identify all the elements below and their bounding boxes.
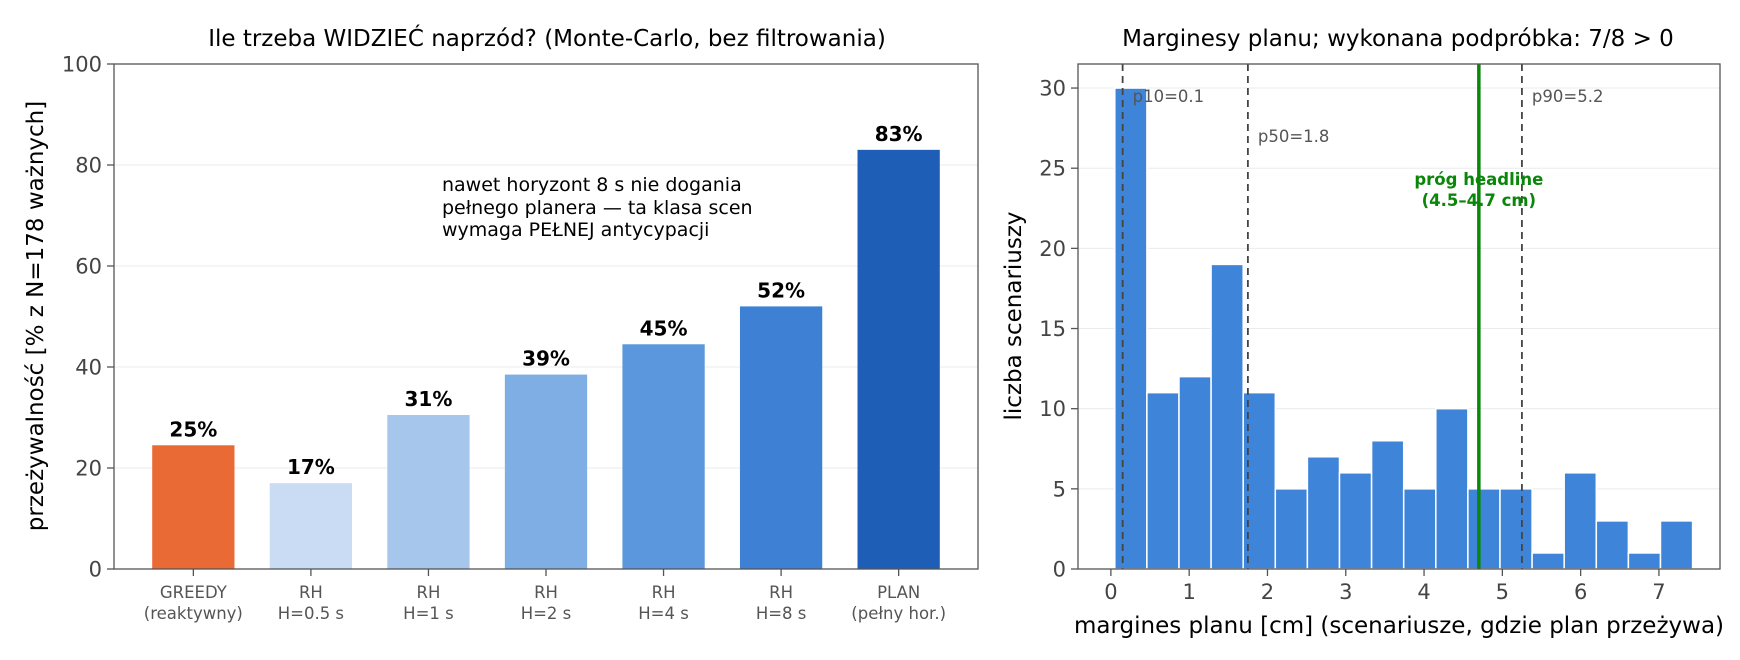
bar — [504, 374, 588, 569]
bar-y-tick-label: 80 — [75, 154, 102, 178]
hist-y-tick-label: 30 — [1039, 77, 1066, 101]
histogram-bar — [1402, 488, 1437, 570]
histogram-bar — [1274, 488, 1309, 570]
bar-chart-y-axis: 0 20 40 60 80 100 — [62, 53, 114, 582]
bar-value-label: 52% — [757, 278, 805, 302]
bar-category-label-line2: H=0.5 s — [278, 604, 344, 623]
bar — [269, 483, 353, 569]
bar-category-label-line1: PLAN — [877, 583, 920, 602]
hist-x-tick-label: 1 — [1182, 580, 1195, 604]
histogram-bar — [1114, 87, 1148, 570]
hist-x-tick-label: 6 — [1574, 580, 1587, 604]
bar-value-label: 39% — [522, 347, 570, 371]
hist-y-tick-label: 15 — [1039, 317, 1066, 341]
histogram-bar — [1563, 472, 1598, 570]
percentile-label: p50=1.8 — [1258, 127, 1330, 146]
bar — [622, 344, 705, 569]
bar-chart-frame — [113, 63, 979, 570]
bar-category-label-line1: RH — [769, 583, 793, 602]
bar-category-label-line2: H=8 s — [756, 604, 807, 623]
histogram-reference-lines: p10=0.1 p50=1.8 p90=5.2 próg headline (4.5–4… — [1121, 64, 1604, 569]
bar — [857, 149, 940, 569]
bar-y-tick-label: 40 — [75, 356, 102, 380]
bar-category-label-line1: RH — [299, 583, 323, 602]
bar-category-label-line1: GREEDY — [160, 583, 228, 602]
histogram-bar — [1210, 263, 1244, 570]
bar-category-label-line1: RH — [417, 583, 441, 602]
bar-category-label-line2: H=2 s — [521, 604, 572, 623]
hist-x-tick-label: 2 — [1261, 580, 1274, 604]
percentile-label: p10=0.1 — [1133, 87, 1205, 106]
hist-y-tick-label: 20 — [1039, 237, 1066, 261]
annotation-line-2: pełnego planera — ta klasa scen — [442, 197, 753, 219]
bar — [387, 414, 470, 569]
bar-chart-title: Ile trzeba WIDZIEĆ naprzód? (Monte-Carlo… — [208, 24, 886, 52]
bar-chart-y-label: przeżywalność [% z N=178 ważnych] — [23, 101, 49, 531]
histogram-bar — [1306, 456, 1341, 570]
histogram-x-label: margines planu [cm] (scenariusze, gdzie … — [1074, 613, 1724, 639]
histogram-panel: Marginesy planu; wykonana podpróbka: 7/8… — [1001, 26, 1724, 639]
annotation-line-3: wymaga PEŁNEJ antycypacji — [442, 219, 709, 241]
bar-category-label-line1: RH — [652, 583, 676, 602]
bar-category-label-line2: H=1 s — [403, 604, 454, 623]
bar-chart-panel: Ile trzeba WIDZIEĆ naprzód? (Monte-Carlo… — [23, 24, 979, 623]
hist-x-tick-label: 0 — [1104, 580, 1117, 604]
hist-x-tick-label: 7 — [1652, 580, 1665, 604]
percentile-label: p90=5.2 — [1532, 87, 1604, 106]
threshold-label-line1: próg headline — [1414, 170, 1543, 189]
bar-category-label-line1: RH — [534, 583, 558, 602]
histogram-bar — [1435, 407, 1469, 570]
hist-y-tick-label: 10 — [1039, 397, 1066, 421]
bar-chart-x-axis: GREEDY (reaktywny) RH H=0.5 s RH H=1 s RH H=2 s… — [144, 569, 946, 623]
bar-value-label: 83% — [875, 122, 923, 146]
hist-x-tick-label: 3 — [1339, 580, 1352, 604]
hist-y-tick-label: 5 — [1053, 477, 1066, 501]
bar-value-label: 17% — [287, 455, 335, 479]
bar — [152, 445, 235, 569]
bar-y-tick-label: 60 — [75, 255, 102, 279]
histogram-bar — [1499, 488, 1533, 570]
hist-y-tick-label: 25 — [1039, 157, 1066, 181]
bar-y-tick-label: 20 — [75, 457, 102, 481]
histogram-bar — [1178, 375, 1212, 570]
histogram-bar — [1146, 391, 1180, 570]
bar-y-tick-label: 100 — [62, 53, 102, 77]
histogram-x-axis: 0 1 2 3 4 5 6 7 — [1104, 569, 1666, 604]
histogram-frame — [1077, 63, 1721, 570]
histogram-bar — [1467, 488, 1501, 570]
histogram-y-label: liczba scenariuszy — [1001, 211, 1027, 420]
histogram-bar — [1595, 520, 1630, 570]
bar-value-label: 25% — [169, 417, 217, 441]
bar-value-label: 31% — [405, 387, 453, 411]
bar-y-tick-label: 0 — [89, 558, 102, 582]
annotation-line-1: nawet horyzont 8 s nie dogania — [442, 174, 742, 196]
histogram-bar — [1627, 552, 1662, 570]
bar — [739, 306, 823, 569]
histogram-title: Marginesy planu; wykonana podpróbka: 7/8… — [1122, 26, 1674, 52]
histogram-bar — [1370, 439, 1405, 570]
histogram-bar — [1242, 391, 1277, 570]
bar-category-label-line2: (reaktywny) — [144, 604, 243, 623]
bar-chart-bars: 25% 17% 31% 39% 45% 52% 83% — [152, 122, 940, 569]
bar-value-label: 45% — [640, 316, 688, 340]
hist-y-tick-label: 0 — [1053, 558, 1066, 582]
bar-category-label-line2: H=4 s — [638, 604, 689, 623]
histogram-bar — [1531, 552, 1565, 570]
hist-x-tick-label: 4 — [1417, 580, 1430, 604]
histogram-y-axis: 0 5 10 15 20 25 30 — [1039, 77, 1078, 582]
threshold-label-line2: (4.5–4.7 cm) — [1422, 191, 1537, 210]
histogram-bar — [1338, 472, 1373, 570]
bar-category-label-line2: (pełny hor.) — [851, 604, 946, 623]
bar-chart-annotation: nawet horyzont 8 s nie dogania pełnego p… — [442, 174, 759, 241]
hist-x-tick-label: 5 — [1496, 580, 1509, 604]
histogram-bar — [1659, 520, 1694, 570]
